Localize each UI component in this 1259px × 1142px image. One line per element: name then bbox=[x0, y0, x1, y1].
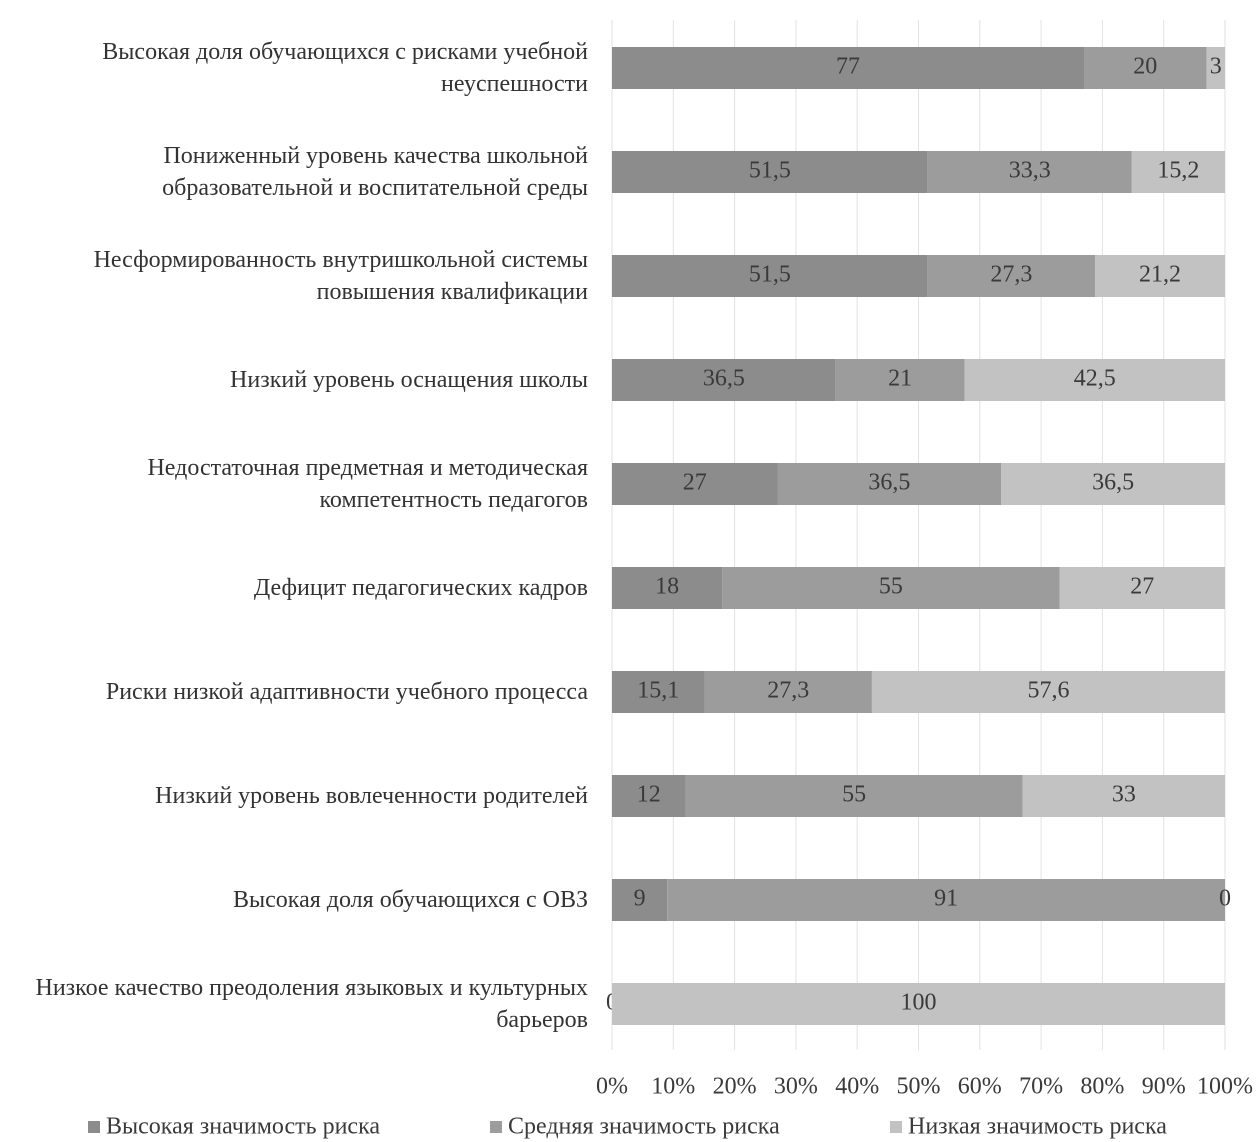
bar-segment bbox=[1059, 567, 1225, 609]
category-label: Недостаточная предметная и методическая … bbox=[147, 455, 588, 513]
category-label: Высокая доля обучающихся с рисками учебн… bbox=[102, 39, 588, 97]
category-label: Риски низкой адаптивности учебного проце… bbox=[105, 679, 588, 705]
x-tick-label: 10% bbox=[651, 1074, 695, 1100]
bar-segment bbox=[612, 567, 723, 609]
x-tick-label: 60% bbox=[958, 1074, 1002, 1100]
legend-swatch bbox=[490, 1121, 502, 1133]
bar-segment bbox=[1022, 775, 1225, 817]
value-label: 100 bbox=[901, 990, 937, 1016]
value-label: 51,5 bbox=[749, 262, 791, 288]
value-label: 15,1 bbox=[637, 678, 679, 704]
legend-swatch bbox=[88, 1121, 100, 1133]
category-label: Низкий уровень вовлеченности родителей bbox=[155, 783, 588, 809]
value-label: 33 bbox=[1112, 782, 1136, 808]
value-label: 9 bbox=[634, 886, 646, 912]
bar-segment bbox=[612, 47, 1085, 89]
bar-segment bbox=[871, 671, 1225, 713]
value-label: 27 bbox=[683, 470, 707, 496]
x-tick-label: 50% bbox=[897, 1074, 941, 1100]
value-label: 33,3 bbox=[1009, 158, 1051, 184]
bar-segment bbox=[612, 775, 686, 817]
x-tick-label: 40% bbox=[835, 1074, 879, 1100]
bar-segment bbox=[612, 879, 668, 921]
bar-segment bbox=[1084, 47, 1207, 89]
category-label: Дефицит педагогических кадров bbox=[253, 575, 588, 601]
value-label: 36,5 bbox=[1092, 470, 1134, 496]
bar-segment bbox=[1131, 151, 1225, 193]
legend-label: Средняя значимость риска bbox=[508, 1114, 780, 1140]
value-label: 42,5 bbox=[1074, 366, 1116, 392]
value-label: 36,5 bbox=[868, 470, 910, 496]
value-label: 55 bbox=[879, 574, 903, 600]
value-label: 57,6 bbox=[1027, 678, 1069, 704]
x-tick-label: 30% bbox=[774, 1074, 818, 1100]
value-label: 77 bbox=[836, 54, 860, 80]
bar-segment bbox=[612, 463, 778, 505]
value-label: 15,2 bbox=[1157, 158, 1199, 184]
value-label: 51,5 bbox=[749, 158, 791, 184]
category-label: Пониженный уровень качества школьной обр… bbox=[162, 143, 588, 201]
bar-segment bbox=[927, 151, 1132, 193]
value-label: 18 bbox=[655, 574, 679, 600]
value-label: 55 bbox=[842, 782, 866, 808]
value-label: 27,3 bbox=[990, 262, 1032, 288]
bar-segment bbox=[722, 567, 1060, 609]
x-tick-label: 0% bbox=[596, 1074, 628, 1100]
bar-segment bbox=[685, 775, 1023, 817]
value-label: 21 bbox=[888, 366, 912, 392]
bar-segment bbox=[667, 879, 1225, 921]
x-tick-label: 100% bbox=[1197, 1074, 1253, 1100]
bar-segment bbox=[704, 671, 872, 713]
value-label: 12 bbox=[637, 782, 661, 808]
x-tick-label: 20% bbox=[713, 1074, 757, 1100]
bar-segment bbox=[927, 255, 1096, 297]
bar-segment bbox=[612, 983, 1225, 1025]
legend-swatch bbox=[890, 1121, 902, 1133]
bar-segment bbox=[612, 151, 928, 193]
legend-label: Низкая значимость риска bbox=[908, 1114, 1167, 1140]
bar-segment bbox=[1206, 47, 1225, 89]
bar-segment bbox=[777, 463, 1002, 505]
bar-segment bbox=[612, 671, 705, 713]
value-label: 3 bbox=[1210, 54, 1222, 80]
value-label: 20 bbox=[1133, 54, 1157, 80]
value-label: 0 bbox=[1219, 886, 1231, 912]
bar-segment bbox=[612, 255, 928, 297]
value-label: 91 bbox=[934, 886, 958, 912]
bar-segment bbox=[1001, 463, 1225, 505]
value-label: 27 bbox=[1130, 574, 1154, 600]
category-label: Низкий уровень оснащения школы bbox=[230, 367, 588, 393]
category-label: Несформированность внутришкольной систем… bbox=[93, 247, 588, 305]
x-tick-label: 70% bbox=[1019, 1074, 1063, 1100]
legend-label: Высокая значимость риска bbox=[106, 1114, 380, 1140]
bar-segment bbox=[835, 359, 965, 401]
category-label: Высокая доля обучающихся с ОВЗ bbox=[233, 887, 588, 913]
bar-segment bbox=[1095, 255, 1225, 297]
bar-segment bbox=[964, 359, 1225, 401]
x-tick-label: 90% bbox=[1142, 1074, 1186, 1100]
value-label: 36,5 bbox=[703, 366, 745, 392]
bar-segment bbox=[612, 359, 836, 401]
value-label: 21,2 bbox=[1139, 262, 1181, 288]
category-label: Низкое качество преодоления языковых и к… bbox=[35, 975, 588, 1033]
x-tick-label: 80% bbox=[1080, 1074, 1124, 1100]
value-label: 27,3 bbox=[767, 678, 809, 704]
